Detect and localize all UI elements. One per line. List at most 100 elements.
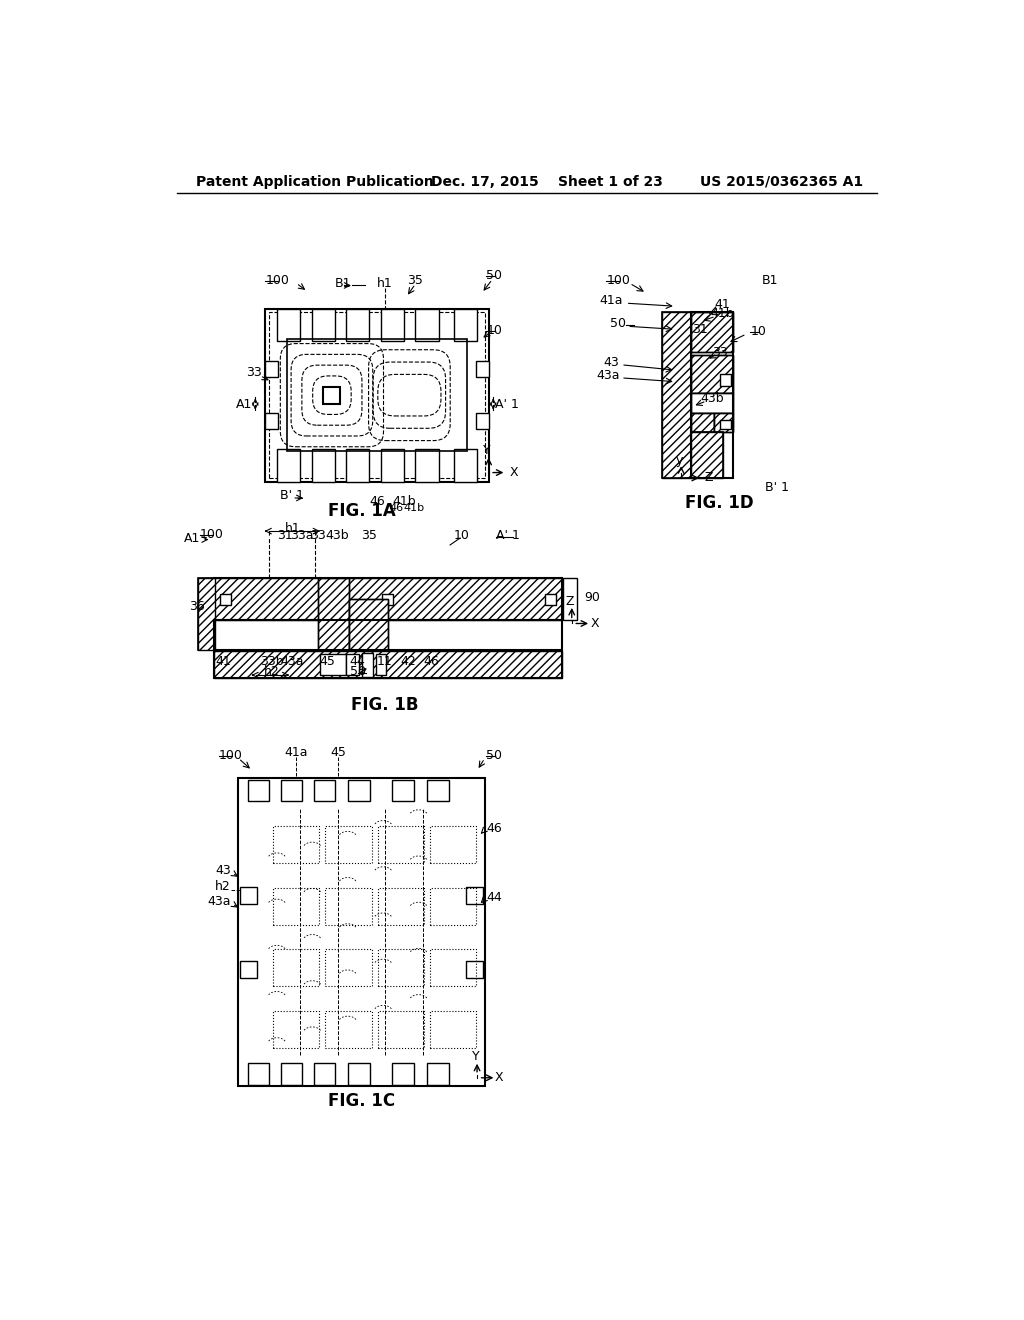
Text: A1: A1 (236, 399, 252, 412)
Bar (311, 309, 335, 341)
Text: Z: Z (705, 471, 714, 484)
Text: 46: 46 (423, 656, 438, 668)
Bar (691, 313, 733, 478)
Text: 100: 100 (265, 273, 289, 286)
Text: 33b: 33b (260, 656, 284, 668)
Text: Z: Z (566, 594, 574, 607)
Bar (378, 949, 424, 986)
Bar (382, 594, 393, 605)
Bar (466, 961, 483, 978)
Bar (214, 651, 562, 678)
Text: Y: Y (472, 1051, 479, 1064)
Bar (416, 309, 438, 341)
Text: 43: 43 (215, 865, 230, 878)
Text: 35: 35 (408, 273, 423, 286)
Bar (287, 339, 467, 451)
Bar (318, 578, 349, 649)
Bar (240, 887, 257, 904)
Text: 46: 46 (486, 822, 502, 834)
Text: 90: 90 (585, 591, 600, 603)
Bar (199, 578, 215, 649)
Text: 31: 31 (692, 323, 709, 335)
Bar (348, 780, 370, 801)
Text: 44: 44 (350, 656, 366, 668)
Bar (430, 1011, 476, 1048)
Bar (313, 780, 336, 801)
Bar (326, 887, 372, 924)
Bar (381, 450, 403, 482)
Text: B' 1: B' 1 (281, 490, 304, 502)
Bar (427, 1063, 449, 1085)
Text: Dec. 17, 2015: Dec. 17, 2015 (431, 174, 539, 189)
Text: 36: 36 (188, 601, 205, 612)
Text: 45: 45 (318, 656, 335, 668)
Bar (430, 826, 476, 863)
Bar (430, 887, 476, 924)
Text: Patent Application Publication: Patent Application Publication (196, 174, 434, 189)
Bar (240, 961, 257, 978)
Text: 46: 46 (389, 503, 403, 513)
Bar (281, 1063, 302, 1085)
Text: y: y (676, 454, 683, 467)
Bar (376, 655, 386, 675)
Bar (346, 655, 359, 675)
Text: B' 1: B' 1 (765, 480, 790, 494)
Bar (248, 1063, 269, 1085)
Text: 41a: 41a (600, 294, 624, 308)
Text: 43a: 43a (207, 895, 230, 908)
Bar (691, 393, 733, 412)
Bar (381, 309, 403, 341)
Bar (265, 413, 278, 429)
Bar (214, 651, 562, 678)
Text: 43a: 43a (281, 656, 304, 668)
Text: 43a: 43a (596, 370, 620, 381)
Text: 44: 44 (486, 891, 502, 904)
Text: 100: 100 (200, 528, 223, 541)
Text: 31: 31 (276, 529, 293, 543)
Text: 100: 100 (219, 748, 243, 762)
Bar (269, 313, 484, 478)
Bar (326, 826, 372, 863)
Bar (691, 355, 733, 393)
Bar (276, 450, 300, 482)
Bar (265, 309, 488, 482)
Bar (378, 887, 424, 924)
Bar (214, 620, 562, 649)
Bar (220, 594, 230, 605)
Text: h2: h2 (263, 665, 280, 678)
Text: 46: 46 (369, 495, 385, 508)
Text: US 2015/0362365 A1: US 2015/0362365 A1 (700, 174, 863, 189)
Bar (691, 313, 733, 352)
Bar (545, 594, 556, 605)
Text: 50: 50 (609, 317, 626, 330)
Text: 41a: 41a (285, 746, 308, 759)
Bar (214, 578, 562, 620)
Bar (281, 780, 302, 801)
Bar (392, 780, 414, 801)
Text: 41b: 41b (710, 308, 734, 321)
Bar (346, 450, 370, 482)
Text: 41: 41 (714, 298, 730, 312)
Text: Y: Y (483, 445, 490, 458)
Bar (273, 1011, 319, 1048)
Bar (326, 949, 372, 986)
Text: 33: 33 (712, 346, 727, 359)
Bar (273, 949, 319, 986)
Bar (348, 1063, 370, 1085)
Text: h2: h2 (215, 879, 230, 892)
Bar (276, 309, 300, 341)
Bar (563, 578, 578, 620)
Text: h1: h1 (285, 521, 300, 535)
Text: 43: 43 (604, 356, 620, 370)
Text: 10: 10 (486, 323, 502, 337)
Bar (691, 412, 715, 432)
Bar (691, 432, 723, 478)
Bar (324, 387, 340, 404)
Text: 33: 33 (310, 529, 327, 543)
Bar (318, 578, 349, 649)
Bar (430, 949, 476, 986)
Bar (378, 826, 424, 863)
Text: X: X (591, 616, 599, 630)
Bar (715, 412, 733, 432)
Bar (239, 779, 484, 1086)
